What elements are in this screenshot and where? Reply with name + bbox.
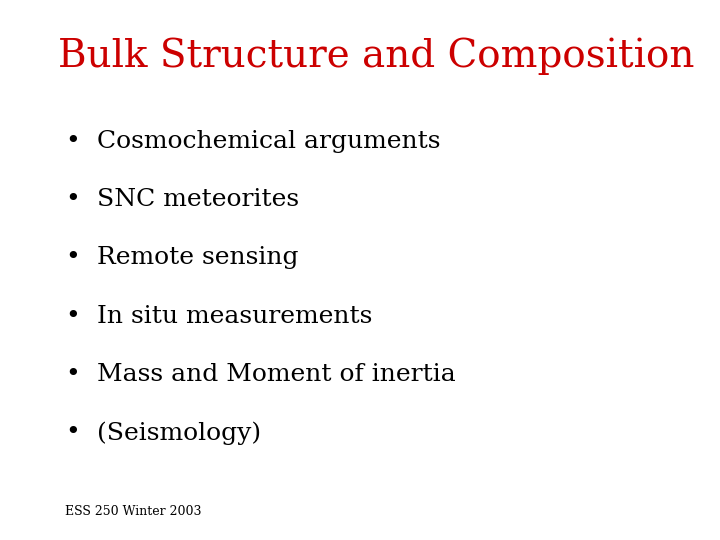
Text: Cosmochemical arguments: Cosmochemical arguments bbox=[97, 130, 441, 153]
Text: •: • bbox=[65, 363, 79, 386]
Text: •: • bbox=[65, 305, 79, 328]
Text: ESS 250 Winter 2003: ESS 250 Winter 2003 bbox=[65, 505, 202, 518]
Text: •: • bbox=[65, 246, 79, 269]
Text: Bulk Structure and Composition: Bulk Structure and Composition bbox=[58, 38, 694, 75]
Text: In situ measurements: In situ measurements bbox=[97, 305, 372, 328]
Text: (Seismology): (Seismology) bbox=[97, 421, 261, 445]
Text: Mass and Moment of inertia: Mass and Moment of inertia bbox=[97, 363, 456, 386]
Text: •: • bbox=[65, 421, 79, 444]
Text: Remote sensing: Remote sensing bbox=[97, 246, 299, 269]
Text: •: • bbox=[65, 188, 79, 211]
Text: SNC meteorites: SNC meteorites bbox=[97, 188, 300, 211]
Text: •: • bbox=[65, 130, 79, 153]
